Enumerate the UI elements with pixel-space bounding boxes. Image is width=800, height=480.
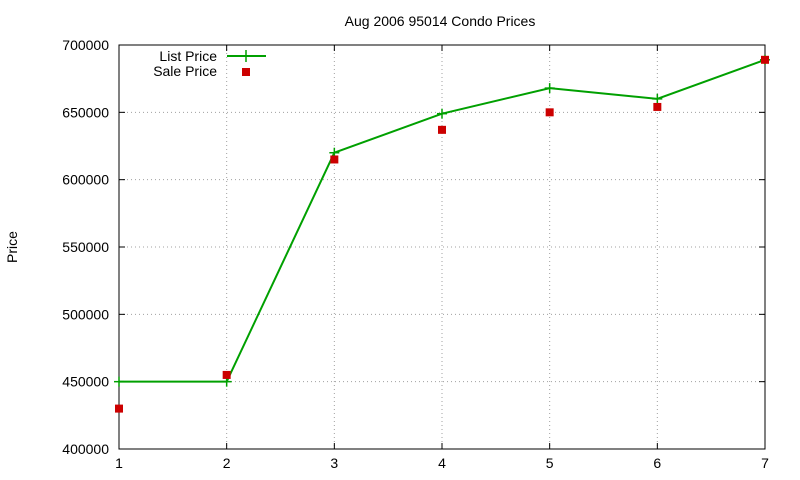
y-tick-label: 500000: [62, 306, 109, 322]
sale-price-point: [438, 125, 446, 134]
sale-price-point: [115, 404, 123, 413]
y-tick-label: 550000: [62, 239, 109, 255]
chart-title: Aug 2006 95014 Condo Prices: [345, 13, 536, 29]
list-price-point: [114, 376, 124, 387]
y-tick-label: 400000: [62, 441, 109, 457]
x-tick-label: 6: [653, 455, 661, 471]
legend-label-sale-price: Sale Price: [153, 63, 217, 79]
legend: List Price Sale Price: [153, 48, 266, 79]
sale-price-point: [330, 155, 339, 164]
y-ticks: 400000 450000 500000 550000 600000 650000 7000…: [62, 37, 765, 457]
x-tick-label: 2: [223, 455, 231, 471]
sale-price-point: [761, 55, 769, 64]
y-axis-label: Price: [4, 231, 20, 263]
x-tick-label: 3: [330, 455, 338, 471]
y-tick-label: 650000: [62, 104, 109, 120]
x-tick-label: 4: [438, 455, 446, 471]
x-tick-label: 1: [115, 455, 123, 471]
list-price-point: [652, 93, 663, 104]
x-ticks: 1 2 3 4 5 6 7: [115, 45, 769, 471]
legend-marker-sale-price: [242, 68, 250, 76]
y-tick-label: 700000: [62, 37, 109, 53]
series-list-price: [114, 54, 770, 387]
list-price-point: [544, 83, 555, 94]
y-tick-label: 600000: [62, 172, 109, 188]
sale-price-point: [222, 370, 231, 379]
sale-price-point: [545, 108, 554, 117]
sale-price-point: [653, 102, 662, 111]
list-price-point: [437, 108, 447, 119]
series-sale-price: [115, 55, 769, 413]
y-tick-label: 450000: [62, 374, 109, 390]
gridlines: [119, 45, 765, 449]
legend-marker-list-price: [240, 50, 252, 62]
x-tick-label: 5: [546, 455, 554, 471]
legend-label-list-price: List Price: [159, 48, 217, 64]
x-tick-label: 7: [761, 455, 769, 471]
